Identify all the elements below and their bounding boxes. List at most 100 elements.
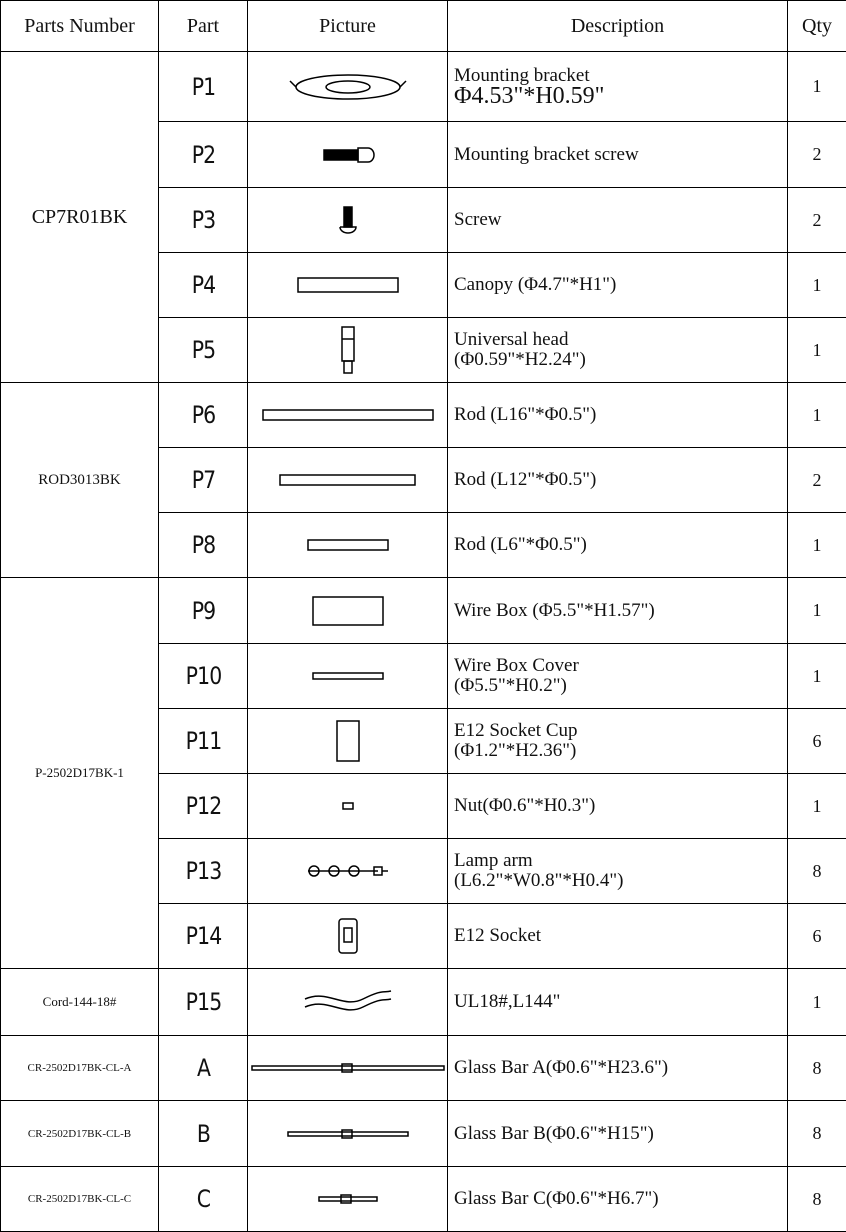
part-label: P5 — [191, 336, 215, 364]
part-picture — [286, 1128, 410, 1140]
part-picture — [250, 1062, 446, 1074]
description-line: Φ4.53"*H0.59" — [454, 83, 604, 109]
picture — [248, 904, 448, 969]
description-line: Canopy (Φ4.7"*H1") — [454, 274, 616, 295]
table-row: CR-2502D17BK-CL-C C Glass Bar C(Φ0.6"*H6.7… — [1, 1167, 846, 1232]
parts-number: P-2502D17BK-1 — [1, 578, 159, 969]
part-label: C — [196, 1185, 209, 1213]
picture — [248, 839, 448, 904]
part-id: B — [165, 1101, 241, 1167]
part-id: P14 — [165, 904, 241, 969]
quantity: 1 — [788, 253, 846, 318]
quantity: 1 — [788, 644, 846, 709]
table-row: CR-2502D17BK-CL-A A Glass Bar A(Φ0.6"*H23.… — [1, 1036, 846, 1101]
picture — [248, 709, 448, 774]
description: Rod (L6"*Φ0.5") — [448, 513, 788, 578]
quantity: 1 — [788, 383, 846, 448]
description: Glass Bar C(Φ0.6"*H6.7") — [448, 1167, 788, 1232]
part-picture — [311, 595, 385, 627]
quantity: 2 — [788, 122, 846, 188]
quantity: 1 — [788, 969, 846, 1036]
description: Glass Bar A(Φ0.6"*H23.6") — [448, 1036, 788, 1101]
quantity: 2 — [788, 188, 846, 253]
part-label: P12 — [185, 792, 221, 820]
description-line: Screw — [454, 209, 501, 230]
part-picture — [317, 1193, 379, 1205]
description: Nut(Φ0.6"*H0.3") — [448, 774, 788, 839]
picture — [248, 969, 448, 1036]
part-id: P13 — [165, 839, 241, 904]
picture — [248, 1101, 448, 1167]
header-row: Parts Number Part Picture Description Qt… — [1, 1, 846, 52]
part-picture — [338, 205, 358, 235]
quantity: 1 — [788, 513, 846, 578]
part-label: P13 — [185, 857, 221, 885]
part-picture — [278, 473, 417, 487]
description-line: Lamp arm — [454, 850, 533, 871]
parts-number: Cord-144-18# — [1, 969, 159, 1036]
part-label: B — [196, 1120, 209, 1148]
parts-number: CR-2502D17BK-CL-B — [1, 1101, 159, 1167]
part-id: P11 — [165, 709, 241, 774]
quantity: 1 — [788, 52, 846, 122]
picture — [248, 513, 448, 578]
description: Screw — [448, 188, 788, 253]
description-line: (L6.2"*W0.8"*H0.4") — [454, 870, 623, 891]
description: Mounting bracket screw — [448, 122, 788, 188]
description-line: Rod (L16"*Φ0.5") — [454, 404, 596, 425]
description: UL18#,L144" — [448, 969, 788, 1036]
part-id: P6 — [165, 383, 241, 448]
parts-number: CR-2502D17BK-CL-A — [1, 1036, 159, 1101]
header-cell: Description — [448, 1, 788, 52]
description: E12 Socket — [448, 904, 788, 969]
picture — [248, 383, 448, 448]
part-label: A — [196, 1054, 209, 1082]
description: Glass Bar B(Φ0.6"*H15") — [448, 1101, 788, 1167]
part-label: P2 — [191, 141, 215, 169]
parts-number: CR-2502D17BK-CL-C — [1, 1167, 159, 1232]
quantity: 8 — [788, 1167, 846, 1232]
picture — [248, 52, 448, 122]
description: E12 Socket Cup(Φ1.2"*H2.36") — [448, 709, 788, 774]
part-picture — [336, 916, 360, 956]
quantity: 1 — [788, 318, 846, 383]
parts-number: CP7R01BK — [1, 52, 159, 383]
description-line: Mounting bracket screw — [454, 144, 639, 165]
header-cell: Part — [159, 1, 248, 52]
picture — [248, 448, 448, 513]
part-id: P15 — [165, 969, 241, 1036]
part-label: P1 — [191, 73, 215, 101]
part-label: P14 — [185, 922, 221, 950]
part-label: P11 — [185, 727, 221, 755]
description-line: Glass Bar B(Φ0.6"*H15") — [454, 1123, 654, 1144]
description-line: (Φ5.5"*H0.2") — [454, 675, 567, 696]
part-id: P12 — [165, 774, 241, 839]
part-label: P3 — [191, 206, 215, 234]
part-label: P6 — [191, 401, 215, 429]
part-picture — [338, 325, 358, 375]
description-line: Universal head — [454, 329, 568, 350]
description-line: UL18#,L144" — [454, 991, 560, 1012]
header-cell: Parts Number — [1, 1, 159, 52]
part-id: A — [165, 1036, 241, 1101]
header-cell: Qty — [788, 1, 846, 52]
part-id: P8 — [165, 513, 241, 578]
part-label: P15 — [185, 988, 221, 1016]
description-line: Glass Bar C(Φ0.6"*H6.7") — [454, 1188, 659, 1209]
part-id: P10 — [165, 644, 241, 709]
description: Lamp arm(L6.2"*W0.8"*H0.4") — [448, 839, 788, 904]
description-line: Rod (L6"*Φ0.5") — [454, 534, 587, 555]
description-line: Rod (L12"*Φ0.5") — [454, 469, 596, 490]
description-line: Nut(Φ0.6"*H0.3") — [454, 795, 595, 816]
part-picture — [311, 671, 385, 681]
description: Wire Box (Φ5.5"*H1.57") — [448, 578, 788, 644]
part-label: P7 — [191, 466, 215, 494]
part-id: C — [165, 1167, 241, 1232]
description: Rod (L16"*Φ0.5") — [448, 383, 788, 448]
description-line: E12 Socket — [454, 925, 541, 946]
